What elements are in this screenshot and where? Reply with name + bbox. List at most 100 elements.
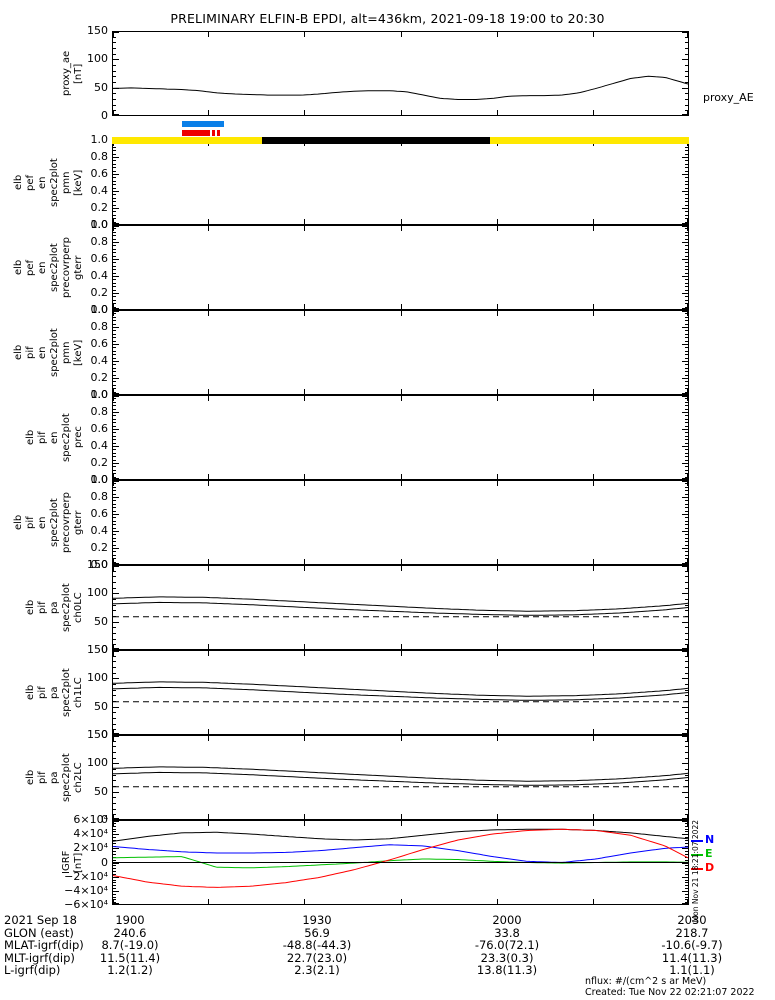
yaxis-title-line: elb — [13, 344, 24, 361]
yaxis-title-pif-en-pmn: elb pif en spec2plot pmn [keV] — [0, 310, 84, 395]
ytick-label: 0.0 — [90, 388, 109, 401]
ytick-label: 0.2 — [90, 456, 109, 469]
igrf-legend-swatch — [691, 868, 703, 870]
bottom-table-cell: 33.8 — [494, 925, 520, 940]
ytick-label: −2×10⁴ — [64, 869, 108, 883]
yaxis-title-line: spec2plot — [61, 583, 72, 632]
yaxis-title-line: [keV] — [73, 339, 84, 366]
yaxis-title-line: pif — [37, 771, 48, 784]
yaxis-title-line: en — [49, 431, 60, 444]
ytick-label: 100 — [87, 671, 108, 685]
yaxis-title-line: [nT] — [73, 852, 84, 873]
bottom-table-cell: 13.8(11.3) — [476, 963, 538, 978]
yaxis-title-line: spec2plot — [49, 243, 60, 292]
ytick-label: 0.2 — [90, 541, 109, 554]
page-title: PRELIMINARY ELFIN-B EPDI, alt=436km, 202… — [170, 11, 605, 26]
yaxis-title-line: ch1LC — [73, 677, 84, 708]
ytick-label: −4×10⁴ — [64, 883, 108, 897]
panel-curves — [113, 766, 688, 788]
yaxis-title-line: gterr — [73, 510, 84, 535]
ytick-label: 50 — [94, 80, 108, 94]
ytick-label: 100 — [87, 52, 108, 66]
panel-curves — [113, 596, 688, 618]
yaxis-title-line: pmn — [61, 171, 72, 194]
ytick-label: 0.8 — [90, 320, 109, 333]
red-status-bar — [182, 130, 210, 136]
yaxis-title-line: elb — [25, 429, 36, 446]
yaxis-title-line: precovrperp — [61, 237, 72, 298]
yaxis-title-line: ch2LC — [73, 762, 84, 793]
yaxis-title-line: elb — [25, 684, 36, 701]
ytick-label: 0 — [101, 109, 108, 122]
yaxis-title-line: en — [37, 346, 48, 359]
ytick-label: 0.6 — [90, 422, 109, 435]
panel-frame-pif-en-prec — [112, 395, 689, 480]
panel-frame-pif-pa-ch2lc — [112, 735, 689, 820]
ytick-label: 0.4 — [90, 439, 109, 452]
yaxis-title-line: elb — [25, 769, 36, 786]
yaxis-title-line: elb — [13, 514, 24, 531]
bottom-table-cell: 11.5(11.4) — [99, 950, 161, 965]
ytick-label: 0 — [101, 813, 108, 826]
bottom-table-cell: 22.7(23.0) — [286, 950, 348, 965]
bottom-table-cell: 2.3(2.1) — [294, 963, 340, 978]
yaxis-title-pef-en-precovrperp-gterr: elb pef en spec2plot precovrperp gterr — [0, 225, 84, 310]
bottom-table-cell: 240.6 — [113, 925, 147, 940]
bottom-row-label: MLAT-igrf(dip) — [4, 938, 84, 953]
yaxis-title-line: pa — [49, 686, 60, 699]
yaxis-title-line: spec2plot — [61, 413, 72, 462]
yaxis-title-line: pif — [37, 686, 48, 699]
panel-curves — [113, 681, 688, 703]
bottom-row-label: 2021 Sep 18 — [4, 913, 77, 927]
yaxis-title-line: pef — [25, 174, 36, 191]
igrf-legend-swatch — [691, 840, 703, 842]
yaxis-title-line: en — [37, 261, 48, 274]
bottom-row-label: GLON (east) — [4, 925, 74, 940]
bottom-table-cell: -76.0(72.1) — [474, 938, 540, 953]
bottom-row-label: L-igrf(dip) — [4, 963, 61, 978]
yaxis-title-line: spec2plot — [49, 328, 60, 377]
ytick-label: 0.8 — [90, 490, 109, 503]
ytick-label: 4×10⁴ — [73, 827, 108, 841]
panel-curves — [113, 75, 688, 100]
panel-frame-pef-en-pmn — [112, 140, 689, 225]
ytick-label: 50 — [94, 784, 108, 798]
ytick-label: 0.6 — [90, 337, 109, 350]
ytick-label: 1.0 — [90, 133, 109, 146]
red-status-bar — [212, 130, 215, 136]
ytick-label: 0.2 — [90, 201, 109, 214]
yaxis-title-line: pmn — [61, 341, 72, 364]
panel-frame-pef-en-precovrperp-gterr — [112, 225, 689, 310]
yaxis-title-line: gterr — [73, 255, 84, 280]
vertical-timestamp: Mon Nov 21 18:21:07 2022 — [691, 820, 700, 923]
panel-frame-pif-en-precovrperp-gterr — [112, 480, 689, 565]
ytick-label: 0 — [101, 855, 108, 869]
yaxis-title-igrf: IGRF [nT] — [0, 820, 84, 905]
ytick-label: 0.2 — [90, 286, 109, 299]
yaxis-title-line: proxy_ae — [61, 50, 72, 97]
yaxis-title-line: spec2plot — [61, 753, 72, 802]
ytick-label: 0 — [101, 728, 108, 741]
ytick-label: 0.0 — [90, 473, 109, 486]
ytick-label: 1.0 — [90, 218, 109, 231]
yaxis-title-line: pif — [37, 601, 48, 614]
proxy-ae-series-label: proxy_AE — [703, 91, 754, 104]
yaxis-title-pif-en-prec: elb pif en spec2plot prec — [0, 395, 84, 480]
ytick-label: 150 — [87, 558, 108, 571]
igrf-legend-swatch — [691, 854, 703, 856]
ytick-label: 0.0 — [90, 558, 109, 571]
ytick-label: 0.4 — [90, 269, 109, 282]
yaxis-title-line: [nT] — [73, 63, 84, 84]
yaxis-title-line: pif — [25, 516, 36, 529]
igrf-legend-d: D — [705, 861, 715, 874]
bottom-table-cell: -10.6(-9.7) — [661, 938, 723, 953]
igrf-legend-e: E — [705, 847, 713, 860]
yaxis-title-line: spec2plot — [49, 498, 60, 547]
bottom-row-label: MLT-igrf(dip) — [4, 950, 75, 965]
ytick-label: 0.6 — [90, 167, 109, 180]
ytick-label: 100 — [87, 586, 108, 600]
bottom-table-cell: 1.1(1.1) — [669, 963, 715, 978]
ytick-label: 6×10⁴ — [73, 813, 108, 826]
yaxis-title-line: spec2plot — [61, 668, 72, 717]
yaxis-title-line: en — [37, 176, 48, 189]
